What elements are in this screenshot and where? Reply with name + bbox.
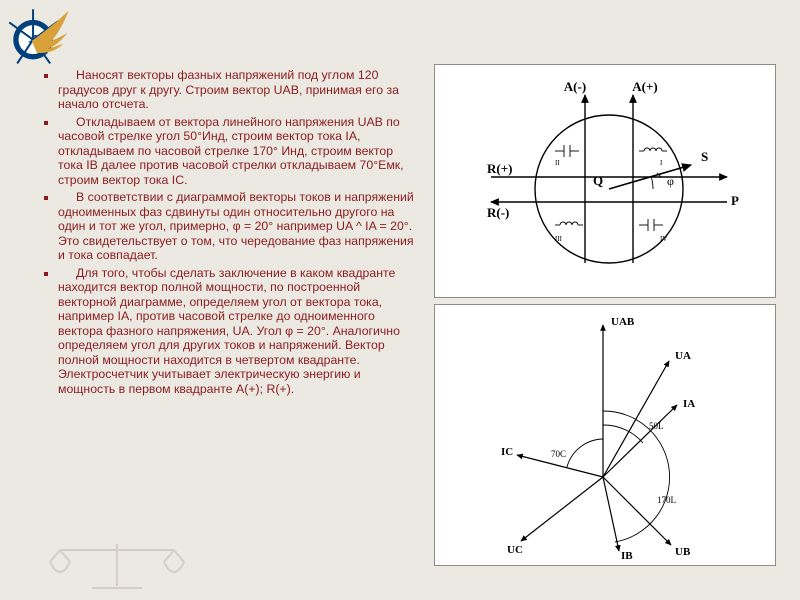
- label-A-minus: А(-): [564, 79, 586, 94]
- slide-root: Л Наносят векторы фазных напряжений под …: [0, 0, 800, 600]
- label-UC: UC: [507, 544, 523, 556]
- label-70C: 70C: [551, 449, 566, 459]
- label-R-minus: R(-): [487, 205, 509, 220]
- label-UA: UA: [675, 350, 691, 362]
- body-text: Наносят векторы фазных напряжений под уг…: [36, 68, 416, 399]
- figure-vectors: UAB UA IA IB UB IC UC 50L 170L 70C: [434, 304, 776, 566]
- label-phi: φ: [667, 174, 674, 188]
- list-item: В соответствии с диаграммой векторы токо…: [58, 190, 416, 263]
- list-item: Наносят векторы фазных напряжений под уг…: [58, 68, 416, 112]
- label-UAB: UAB: [611, 316, 635, 328]
- scale-shadow-icon: [32, 538, 202, 594]
- label-IB: IB: [621, 550, 633, 562]
- label-IC: IC: [501, 446, 513, 458]
- label-q2: II: [555, 159, 560, 167]
- list-item: Для того, чтобы сделать заключение в как…: [58, 266, 416, 397]
- label-IA: IA: [683, 398, 695, 410]
- figure-quadrants: А(-) А(+) R(+) R(-) S P Q φ I II III IV: [434, 64, 776, 298]
- list-item: Откладываем от вектора линейного напряже…: [58, 115, 416, 188]
- paragraph: Откладываем от вектора линейного напряже…: [58, 115, 416, 188]
- bullet-list: Наносят векторы фазных напряжений под уг…: [36, 68, 416, 396]
- label-q3: III: [555, 235, 563, 243]
- company-logo: Л: [4, 4, 70, 70]
- paragraph: Для того, чтобы сделать заключение в как…: [58, 266, 416, 397]
- label-S: S: [701, 149, 708, 164]
- label-50L: 50L: [649, 421, 664, 431]
- paragraph: Наносят векторы фазных напряжений под уг…: [58, 68, 416, 112]
- label-P: P: [731, 193, 739, 208]
- label-Q: Q: [593, 173, 603, 188]
- label-170L: 170L: [657, 495, 676, 505]
- label-A-plus: А(+): [632, 79, 657, 94]
- label-R-plus: R(+): [487, 161, 512, 176]
- label-q4: IV: [660, 235, 667, 243]
- label-UB: UB: [675, 546, 691, 558]
- paragraph: В соответствии с диаграммой векторы токо…: [58, 190, 416, 263]
